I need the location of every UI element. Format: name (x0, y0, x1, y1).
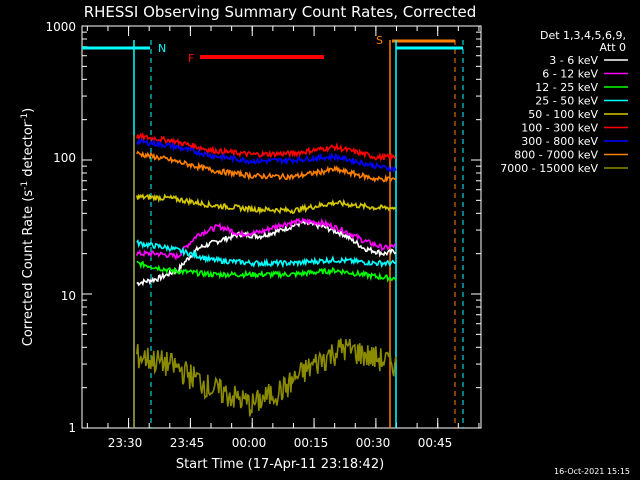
annotation-bars: N F S (82, 34, 464, 428)
x-tick-label-0015: 00:15 (294, 436, 329, 450)
x-axis-label: Start Time (17-Apr-11 23:18:42) (176, 457, 384, 472)
y-tick-label-100: 100 (53, 151, 76, 165)
x-tick-label-2345: 23:45 (170, 436, 205, 450)
x-tick-label-0045: 00:45 (418, 436, 453, 450)
x-tick-label-2330: 23:30 (108, 436, 143, 450)
night-label: N (158, 42, 166, 55)
legend-label-7: 800 - 7000 keV (514, 149, 598, 162)
y-tick-label-10: 10 (61, 289, 76, 303)
timestamp: 16-Oct-2021 15:15 (554, 467, 630, 476)
series-line-4 (136, 193, 397, 216)
series-line-8 (136, 338, 397, 417)
legend-label-5: 100 - 300 keV (521, 122, 598, 135)
flare-label: F (188, 52, 194, 65)
legend-header-1: Det 1,3,4,5,6,9, (540, 29, 626, 42)
chart-title: RHESSI Observing Summary Count Rates, Co… (84, 3, 477, 21)
plot-frame (81, 25, 482, 429)
y-tick-label-1: 1 (68, 421, 76, 435)
legend-label-1: 6 - 12 keV (542, 68, 598, 81)
series-line-1 (136, 217, 396, 261)
series-line-6 (136, 138, 397, 174)
y-axis-label: Corrected Count Rate (s-1 detector-1) (20, 108, 36, 346)
legend-label-6: 300 - 800 keV (521, 135, 598, 148)
legend-header-2: Att 0 (600, 41, 626, 54)
series-line-5 (136, 131, 397, 163)
series-line-3 (136, 238, 397, 269)
axis-ticks (82, 25, 481, 429)
legend-label-4: 50 - 100 keV (528, 108, 598, 121)
series-layer (136, 131, 397, 417)
y-tick-label-1000: 1000 (45, 20, 76, 34)
saa-label: S (376, 34, 383, 47)
legend-label-0: 3 - 6 keV (549, 54, 598, 67)
series-line-2 (136, 260, 397, 283)
series-line-7 (136, 150, 397, 183)
legend-label-3: 25 - 50 keV (535, 95, 598, 108)
legend-label-8: 7000 - 15000 keV (500, 162, 598, 175)
x-tick-label-0000: 00:00 (232, 436, 267, 450)
x-tick-label-0030: 00:30 (356, 436, 391, 450)
legend-label-2: 12 - 25 keV (535, 81, 598, 94)
